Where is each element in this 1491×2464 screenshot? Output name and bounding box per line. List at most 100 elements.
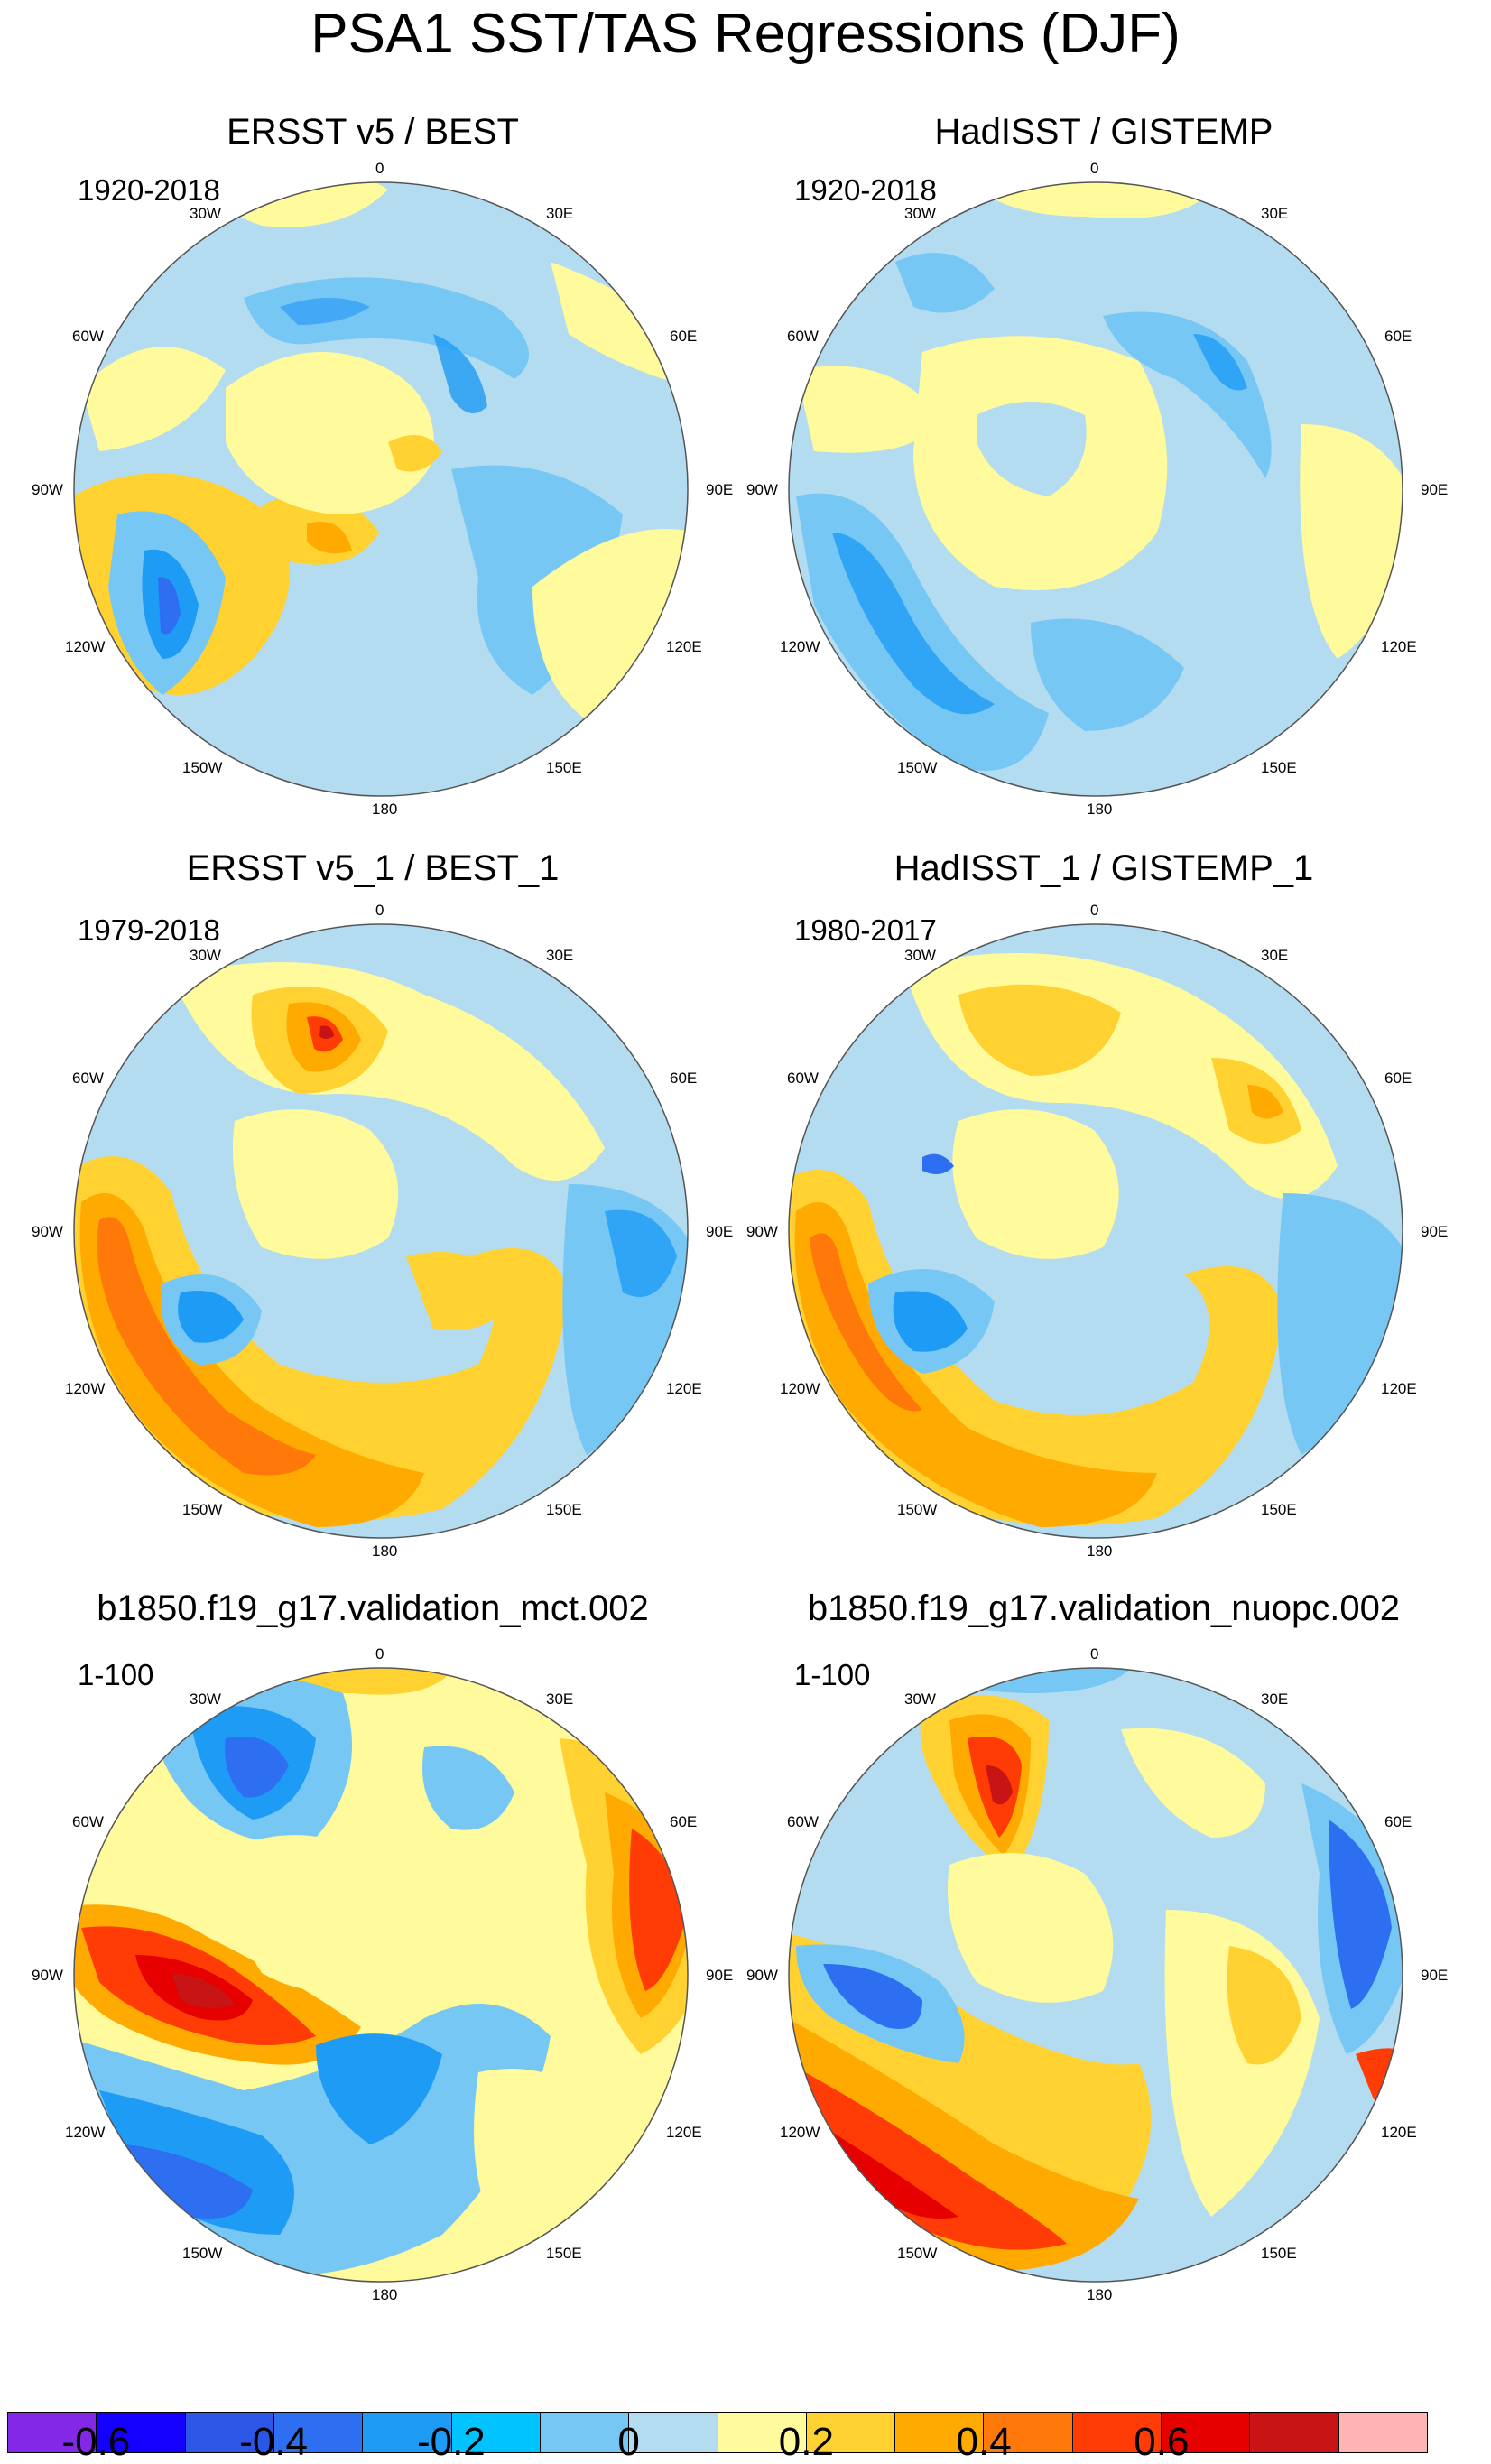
lon-label: 120E [1381,638,1417,655]
lon-label: 120E [666,638,702,655]
lon-label: 150W [897,2245,937,2262]
lon-label: 0 [1090,1645,1098,1663]
colorbar-swatch [185,2413,274,2452]
colorbar-swatch [273,2413,364,2452]
lon-label: 30W [190,1691,221,1708]
lon-label: 90W [32,481,63,498]
lon-label: 60E [670,1813,697,1830]
period-label-2: 1920-2018 [794,173,937,207]
lon-label: 120W [65,2124,105,2141]
lon-label: 30E [1261,205,1288,222]
lon-label: 30W [190,947,221,964]
lon-label: 60W [787,1070,819,1087]
colorbar-tick-label: -0.2 [416,2420,486,2464]
colorbar-tick-label: 0.2 [778,2420,834,2464]
colorbar-swatch [451,2413,541,2452]
lon-label: 150E [546,759,582,776]
colorbar-swatch [984,2413,1073,2452]
lon-label: 60E [1384,1070,1412,1087]
lon-label: 180 [372,801,397,818]
lon-label: 150E [546,1501,582,1518]
lon-label: 60E [670,1070,697,1087]
polar-map-1: 0 30E 60E 90E 120E 150E 180 150W 120W 90… [32,160,733,818]
lon-label: 150W [182,2245,222,2262]
period-label-4: 1980-2017 [794,913,937,947]
lon-label: 90E [1421,1223,1448,1240]
colorbar-swatch [97,2413,186,2452]
colorbar-swatch [806,2413,896,2452]
colorbar [7,2412,1428,2453]
panel-title-2: HadISST / GISTEMP [934,112,1273,152]
colorbar-tick-label: -0.6 [61,2420,131,2464]
regression-field-5 [74,1668,688,2282]
lon-label: 150E [546,2245,582,2262]
lon-labels-1: 0 30E 60E 90E 120E 150E 180 150W 120W 90… [32,160,733,818]
polar-map-3: 0 30E 60E 90E 120E 150E 180 150W 120W 90… [32,902,733,1560]
polar-map-6: 0 30E 60E 90E 120E 150E 180 150W 120W 90… [746,1645,1448,2303]
lon-label: 30E [1261,1691,1288,1708]
regression-field-1 [74,182,688,796]
lon-label: 90E [706,481,733,498]
colorbar-swatch [363,2413,452,2452]
lon-label: 90W [32,1223,63,1240]
lon-label: 150E [1261,2245,1297,2262]
lon-label: 90W [746,1967,778,1984]
lon-label: 60E [1384,328,1412,345]
lon-label: 120W [780,1380,820,1397]
colorbar-swatch [540,2413,630,2452]
lon-label: 120E [1381,1380,1417,1397]
panel-title-1: ERSST v5 / BEST [227,112,519,152]
lon-label: 30E [546,205,573,222]
lon-label: 0 [375,902,384,919]
figure-title: PSA1 SST/TAS Regressions (DJF) [310,3,1181,65]
lon-label: 30W [904,1691,936,1708]
period-label-6: 1-100 [794,1658,871,1691]
polar-map-5: 0 30E 60E 90E 120E 150E 180 150W 120W 90… [32,1645,733,2303]
lon-label: 150E [1261,759,1297,776]
colorbar-swatch [895,2413,985,2452]
lon-label: 60W [72,328,104,345]
lon-labels-6: 0 30E 60E 90E 120E 150E 180 150W 120W 90… [746,1645,1448,2303]
lon-labels-2: 0 30E 60E 90E 120E 150E 180 150W 120W 90… [746,160,1448,818]
lon-label: 0 [1090,160,1098,177]
lon-label: 90E [1421,1967,1448,1984]
lon-label: 30E [546,947,573,964]
lon-label: 180 [1087,1542,1112,1560]
lon-label: 60E [670,328,697,345]
lon-label: 120W [65,1380,105,1397]
lon-label: 0 [375,160,384,177]
panel-title-6: b1850.f19_g17.validation_nuopc.002 [807,1589,1401,1628]
polar-map-2: 0 30E 60E 90E 120E 150E 180 150W 120W 90… [746,160,1448,818]
colorbar-swatch [1162,2413,1251,2452]
lon-label: 60E [1384,1813,1412,1830]
lon-label: 180 [372,2286,397,2303]
lon-label: 150W [182,759,222,776]
lon-label: 90W [32,1967,63,1984]
lon-label: 60W [787,328,819,345]
colorbar-tick-label: 0.4 [956,2420,1012,2464]
lon-labels-3: 0 30E 60E 90E 120E 150E 180 150W 120W 90… [32,902,733,1560]
regression-field-3 [74,924,688,1538]
period-label-1: 1920-2018 [78,173,220,207]
lon-label: 30E [546,1691,573,1708]
lon-label: 180 [372,1542,397,1560]
lon-label: 90E [706,1967,733,1984]
regression-field-4 [789,924,1403,1538]
colorbar-swatch [8,2413,97,2452]
colorbar-swatch [1072,2413,1162,2452]
lon-label: 30W [904,947,936,964]
panel-title-3: ERSST v5_1 / BEST_1 [186,848,560,888]
lon-label: 90W [746,1223,778,1240]
lon-label: 150E [1261,1501,1297,1518]
colorbar-tick-label: 0 [617,2420,640,2464]
colorbar-swatch [718,2413,807,2452]
lon-label: 120E [666,2124,702,2141]
lon-label: 120E [666,1380,702,1397]
lon-labels-4: 0 30E 60E 90E 120E 150E 180 150W 120W 90… [746,902,1448,1560]
lon-labels-5: 0 30E 60E 90E 120E 150E 180 150W 120W 90… [32,1645,733,2303]
lon-label: 30E [1261,947,1288,964]
lon-label: 30W [904,205,936,222]
colorbar-tick-label: 0.6 [1134,2420,1190,2464]
colorbar-swatch [1250,2413,1339,2452]
period-label-5: 1-100 [78,1658,154,1691]
